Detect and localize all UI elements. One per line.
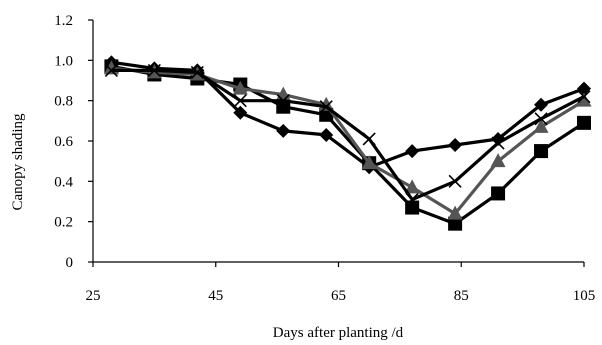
- x-tick-label: 105: [573, 288, 596, 304]
- series-line: [111, 66, 584, 223]
- series-layer: [104, 55, 592, 230]
- x-tick-label: 25: [86, 288, 101, 304]
- y-tick-label: 0: [66, 255, 74, 271]
- x-axis-label: Days after planting /d: [273, 325, 404, 341]
- data-point-cross: [363, 133, 375, 145]
- y-tick-label: 1.2: [54, 13, 73, 29]
- data-point-diamond: [448, 138, 462, 152]
- data-point-cross: [449, 175, 461, 187]
- y-tick-label: 0.6: [54, 134, 73, 150]
- y-tick-label: 1.0: [54, 53, 73, 69]
- data-point-square: [534, 144, 548, 158]
- y-tick-label: 0.2: [54, 215, 73, 231]
- y-axis-label: Canopy shading: [10, 113, 26, 211]
- x-tick-label: 65: [331, 288, 346, 304]
- data-point-square: [577, 116, 591, 130]
- x-tick-label: 85: [454, 288, 469, 304]
- data-point-square: [491, 186, 505, 200]
- y-tick-label: 0.8: [54, 94, 73, 110]
- data-point-square: [405, 201, 419, 215]
- data-point-diamond: [276, 124, 290, 138]
- x-tick-label: 45: [208, 288, 223, 304]
- data-point-diamond: [405, 144, 419, 158]
- y-tick-label: 0.4: [54, 174, 73, 190]
- axes: 0 0.2 0.4 0.6 0.8 1.0 1.2 25 45 65 85 105: [54, 13, 595, 304]
